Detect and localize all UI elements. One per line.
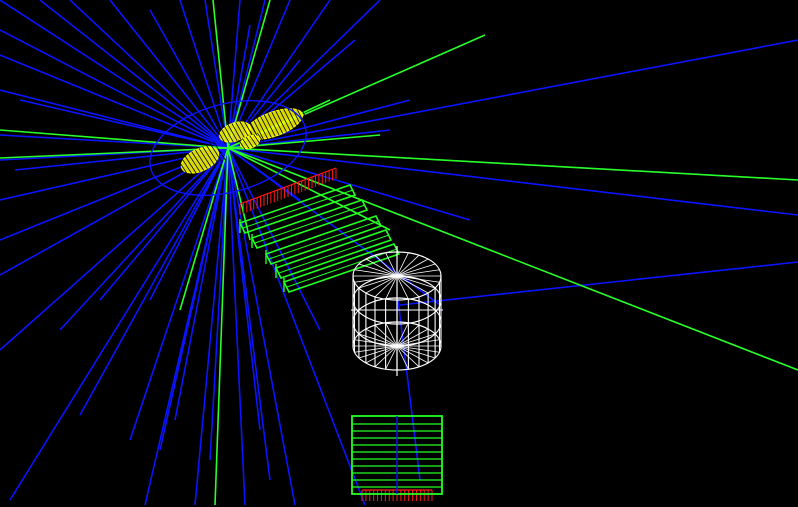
blue-track xyxy=(9,147,229,501)
blue-track xyxy=(204,0,229,149)
cap-spoke xyxy=(396,345,409,370)
green-track xyxy=(227,147,798,181)
cap-spoke xyxy=(354,269,398,277)
blue-track xyxy=(227,147,798,216)
cap-spoke xyxy=(374,324,398,347)
vertex-calorimeter xyxy=(149,100,310,196)
blue-track xyxy=(227,147,471,221)
cap-spoke xyxy=(365,275,398,294)
green-track xyxy=(227,147,251,241)
blue-track xyxy=(99,147,229,301)
cap-spoke xyxy=(396,345,436,359)
blue-track xyxy=(0,29,229,149)
cap-spoke xyxy=(396,263,436,277)
green-track xyxy=(0,147,229,159)
cap-spoke xyxy=(396,345,429,364)
cap-spoke xyxy=(385,252,398,277)
cap-spoke xyxy=(396,269,440,277)
cap-spoke xyxy=(365,258,398,277)
cap-spoke xyxy=(396,333,436,347)
cap-spoke xyxy=(358,333,398,347)
cap-spoke xyxy=(396,324,420,347)
cap-spoke xyxy=(358,275,398,289)
cap-spoke xyxy=(354,339,398,347)
blue-track xyxy=(227,147,246,506)
blue-track xyxy=(39,0,229,149)
tracking-chamber xyxy=(264,215,383,265)
cap-spoke xyxy=(396,322,409,347)
blue-track xyxy=(227,0,241,149)
blue-track xyxy=(79,147,229,416)
blue-track xyxy=(227,147,296,506)
cap-spoke xyxy=(396,254,420,277)
cap-spoke xyxy=(396,258,429,277)
calorimeter-blob xyxy=(238,132,265,151)
green-track xyxy=(179,147,229,311)
blue-track xyxy=(59,147,229,331)
cap-spoke xyxy=(354,345,398,353)
green-track xyxy=(214,147,229,506)
cap-spoke xyxy=(396,252,409,277)
cap-spoke xyxy=(358,345,398,359)
blue-track xyxy=(227,147,271,481)
green-track xyxy=(0,129,229,149)
cap-spoke xyxy=(354,275,398,283)
tracking-chamber xyxy=(250,199,369,249)
cap-spoke xyxy=(396,345,440,353)
cap-spoke xyxy=(365,345,398,364)
blue-track xyxy=(174,147,229,421)
blue-track xyxy=(227,147,321,331)
blue-track xyxy=(0,54,229,149)
tracking-chamber xyxy=(238,184,357,234)
cap-spoke xyxy=(374,254,398,277)
cap-spoke xyxy=(396,275,436,289)
blue-track xyxy=(159,147,229,451)
blue-track xyxy=(227,39,798,149)
cap-spoke xyxy=(396,275,409,300)
blue-track xyxy=(129,147,229,441)
cap-spoke xyxy=(385,345,398,370)
blue-track xyxy=(179,0,229,149)
cap-spoke xyxy=(396,275,440,283)
red-hit-markers xyxy=(239,167,433,501)
cap-spoke xyxy=(385,275,398,300)
cap-spoke xyxy=(396,275,420,298)
cap-spoke xyxy=(396,339,440,347)
cap-spoke xyxy=(374,345,398,368)
cap-spoke xyxy=(374,275,398,298)
vertex-ring xyxy=(149,100,307,196)
cap-spoke xyxy=(365,328,398,347)
stack-detector xyxy=(351,415,443,495)
tracking-chambers xyxy=(238,184,401,293)
calorimeter-blob xyxy=(176,141,226,178)
blue-track xyxy=(149,9,229,149)
blue-track xyxy=(0,89,229,149)
blue-track xyxy=(149,147,229,301)
tracking-chamber xyxy=(282,243,401,293)
cap-spoke xyxy=(358,263,398,277)
blue-track xyxy=(227,147,441,306)
tracking-chamber xyxy=(274,229,393,279)
wireframe-cylinder xyxy=(351,246,443,376)
green-track xyxy=(212,0,229,149)
blue-track xyxy=(227,147,366,506)
blue-track xyxy=(397,299,421,481)
cap-spoke xyxy=(385,322,398,347)
blue-track xyxy=(194,147,229,506)
calorimeter-blob xyxy=(216,117,257,146)
blue-track xyxy=(19,99,229,149)
blue-track xyxy=(399,261,798,306)
blue-track xyxy=(0,147,229,351)
blue-track xyxy=(109,0,229,149)
cap-spoke xyxy=(396,345,420,368)
blue-track xyxy=(209,147,229,461)
blue-track xyxy=(0,0,229,149)
cap-spoke xyxy=(396,275,429,294)
green-track xyxy=(227,147,798,371)
blue-track xyxy=(69,0,229,149)
cap-spoke xyxy=(396,328,429,347)
blue-track xyxy=(0,134,229,149)
